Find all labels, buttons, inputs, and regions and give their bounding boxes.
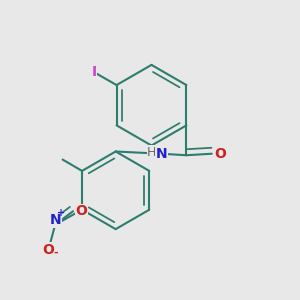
Text: I: I [92, 64, 97, 79]
Text: H: H [147, 146, 156, 159]
Text: O: O [76, 204, 87, 218]
Text: N: N [156, 147, 167, 161]
Text: -: - [54, 248, 58, 257]
Text: O: O [214, 147, 226, 161]
Text: +: + [57, 208, 65, 218]
Text: N: N [50, 213, 61, 227]
Text: O: O [42, 243, 54, 257]
